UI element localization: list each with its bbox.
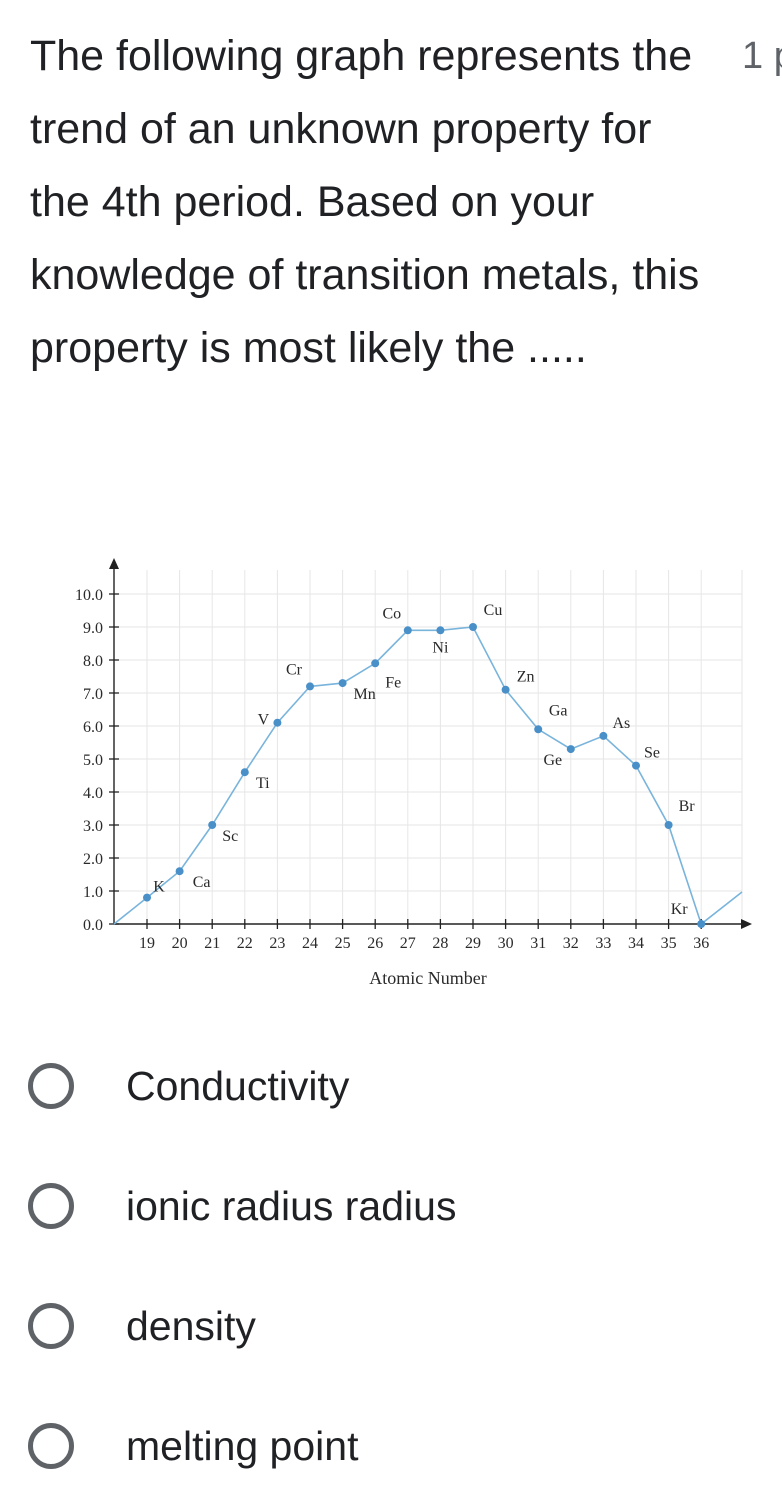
data-point: [664, 821, 673, 829]
radio-button[interactable]: [28, 1423, 74, 1469]
data-point: [501, 685, 510, 694]
point-label: As: [613, 715, 631, 732]
data-point: [566, 745, 575, 754]
data-point: [175, 867, 184, 876]
x-tick-label: 21: [204, 935, 220, 952]
option-label: Conductivity: [126, 1063, 350, 1109]
data-point: [436, 626, 445, 635]
x-tick-label: 26: [367, 935, 383, 952]
chart-axes: [109, 558, 752, 929]
y-tick-label: 3.0: [83, 818, 103, 835]
x-tick-label: 33: [595, 935, 611, 952]
data-point: [599, 731, 608, 740]
data-point: [208, 821, 217, 829]
point-label: Mn: [353, 686, 375, 703]
points-label: 1 p: [742, 35, 782, 77]
point-label: Zn: [517, 669, 535, 686]
x-tick-label: 28: [432, 935, 448, 952]
x-tick-label: 19: [139, 935, 155, 952]
data-point: [143, 893, 151, 902]
x-tick-label: 22: [237, 935, 253, 952]
point-label: Se: [644, 745, 660, 762]
y-tick-label: 10.0: [75, 587, 103, 604]
point-label: Ni: [432, 639, 449, 656]
point-label: Kr: [671, 901, 689, 918]
data-point: [306, 682, 314, 691]
y-tick-label: 9.0: [83, 620, 103, 637]
x-tick-label: 29: [465, 935, 481, 952]
line-chart: 0.0 1.0 2.0 3.0 4.0 5.0 6.0 7.0 8.0 9.0 10.0 19 20 21…: [75, 558, 752, 988]
data-point: [697, 920, 706, 928]
chart-point-labels: K Ca Sc Ti V Cr Mn Fe Co Ni Cu Zn Ga Ge As Se Br Kr: [153, 602, 695, 918]
x-axis-label: Atomic Number: [369, 968, 486, 988]
x-tick-label: 24: [302, 935, 318, 952]
y-axis-arrow: [109, 558, 119, 569]
point-label: Sc: [222, 828, 238, 845]
x-tick-label: 27: [400, 935, 416, 952]
x-tick-label: 20: [172, 935, 188, 952]
question-text: The following graph represents the trend…: [30, 32, 700, 372]
y-tick-label: 2.0: [83, 851, 103, 868]
radio-button[interactable]: [28, 1303, 74, 1349]
point-label: Ca: [193, 874, 211, 891]
x-tick-label: 35: [661, 935, 677, 952]
point-label: Fe: [385, 674, 401, 691]
y-tick-label: 4.0: [83, 785, 103, 802]
x-tick-label: 36: [693, 935, 709, 952]
x-tick-label: 30: [498, 935, 514, 952]
x-tick-label: 32: [563, 935, 579, 952]
y-tick-label: 0.0: [83, 917, 103, 934]
y-tick-label: 5.0: [83, 752, 103, 769]
y-tick-label: 1.0: [83, 884, 103, 901]
x-tick-label: 23: [269, 935, 285, 952]
point-label: Ga: [549, 702, 568, 719]
point-label: Ge: [543, 752, 562, 769]
point-label: V: [258, 712, 270, 729]
radio-button[interactable]: [28, 1183, 74, 1229]
data-point: [534, 725, 543, 734]
option-conductivity[interactable]: Conductivity: [0, 1038, 782, 1138]
x-axis-arrow: [741, 919, 752, 929]
data-point: [338, 679, 347, 688]
data-point: [371, 659, 380, 668]
point-label: Br: [679, 798, 696, 815]
point-label: Ti: [256, 775, 270, 792]
option-label: melting point: [126, 1423, 359, 1469]
radio-button[interactable]: [28, 1063, 74, 1109]
x-tick-label: 34: [628, 935, 644, 952]
option-label: density: [126, 1303, 256, 1349]
point-label: K: [153, 879, 165, 896]
y-tick-label: 8.0: [83, 653, 103, 670]
point-label: Cu: [484, 602, 503, 619]
option-melting-point[interactable]: melting point: [0, 1398, 782, 1498]
point-label: Cr: [286, 661, 303, 678]
y-tick-label: 7.0: [83, 686, 103, 703]
data-point: [240, 768, 249, 777]
series-line: [113, 626, 743, 926]
x-tick-label: 25: [335, 935, 351, 952]
data-point: [403, 626, 412, 635]
option-density[interactable]: density: [0, 1278, 782, 1378]
y-tick-label: 6.0: [83, 719, 103, 736]
point-label: Co: [382, 605, 401, 622]
data-point: [632, 761, 640, 770]
data-point: [273, 718, 282, 727]
option-label: ionic radius radius: [126, 1183, 457, 1229]
chart-ticks: 0.0 1.0 2.0 3.0 4.0 5.0 6.0 7.0 8.0 9.0 10.0 19 20 21…: [75, 587, 709, 952]
x-tick-label: 31: [530, 935, 546, 952]
option-ionic-radius[interactable]: ionic radius radius: [0, 1158, 782, 1258]
data-point: [469, 623, 477, 631]
chart-series: [113, 623, 743, 928]
